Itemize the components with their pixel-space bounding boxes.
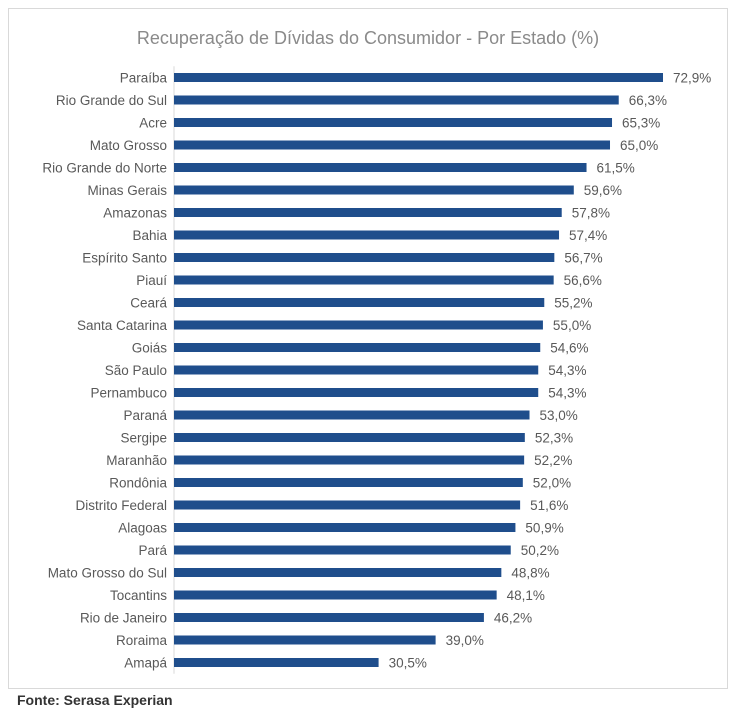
category-label: Alagoas (118, 521, 167, 536)
bar (174, 635, 436, 645)
bar (174, 275, 554, 285)
bar (174, 298, 545, 307)
data-label: 53,0% (540, 408, 578, 423)
category-label: Rio Grande do Norte (42, 161, 167, 176)
category-label: Santa Catarina (77, 318, 168, 333)
bar (174, 140, 611, 150)
data-label: 52,3% (535, 431, 573, 446)
category-label: Ceará (130, 296, 167, 311)
data-label: 66,3% (629, 93, 667, 108)
category-label: Rio de Janeiro (80, 611, 167, 626)
bar (174, 433, 525, 442)
data-label: 54,6% (550, 341, 588, 356)
data-label: 52,0% (533, 476, 571, 491)
data-label: 50,9% (525, 521, 563, 536)
data-label: 51,6% (530, 498, 568, 513)
data-label: 65,3% (622, 116, 660, 131)
bar (174, 95, 619, 105)
category-label: Sergipe (120, 431, 167, 446)
bar (174, 500, 521, 510)
source-note: Fonte: Serasa Experian (17, 692, 173, 708)
bar (174, 523, 516, 532)
chart-frame: Recuperação de Dívidas do Consumidor - P… (8, 8, 728, 689)
bar (174, 208, 562, 217)
category-label: Amazonas (103, 206, 167, 221)
category-label: Distrito Federal (75, 498, 167, 513)
data-label: 57,4% (569, 228, 607, 243)
bar (174, 388, 539, 397)
bar (174, 613, 484, 622)
category-label: Minas Gerais (87, 183, 167, 198)
bar-chart: Paraíba 72,9% Rio Grande do Sul 66,3% Acre 65… (42, 66, 711, 674)
category-label: Tocantins (110, 588, 167, 603)
bar (174, 343, 541, 352)
data-label: 46,2% (494, 611, 532, 626)
bar (174, 478, 523, 487)
chart-title: Recuperação de Dívidas do Consumidor - P… (136, 28, 600, 48)
data-label: 56,7% (564, 251, 602, 266)
category-label: Mato Grosso (90, 138, 167, 153)
category-label: Bahia (132, 228, 167, 243)
data-label: 72,9% (673, 71, 711, 86)
category-label: Goiás (132, 341, 168, 356)
category-label: Espírito Santo (82, 251, 167, 266)
data-label: 48,8% (511, 566, 549, 581)
data-label: 59,6% (584, 183, 622, 198)
category-label: Amapá (124, 656, 167, 671)
bar (174, 253, 555, 262)
bar (174, 545, 511, 555)
data-label: 61,5% (597, 161, 635, 176)
category-label: Rio Grande do Sul (56, 93, 167, 108)
category-label: Roraima (116, 633, 168, 648)
category-label: Paraná (123, 408, 167, 423)
bar (174, 230, 560, 240)
data-label: 48,1% (507, 588, 545, 603)
bar (174, 365, 539, 375)
bar (174, 320, 543, 330)
bar (174, 410, 530, 420)
bar (174, 73, 663, 82)
category-label: Rondônia (109, 476, 167, 491)
category-label: Pernambuco (90, 386, 167, 401)
bar (174, 163, 587, 172)
bar (174, 590, 497, 600)
category-label: Acre (139, 116, 167, 131)
data-label: 56,6% (564, 273, 602, 288)
category-label: Paraíba (120, 71, 168, 86)
data-label: 30,5% (389, 656, 427, 671)
data-label: 54,3% (548, 386, 586, 401)
data-label: 52,2% (534, 453, 572, 468)
data-label: 39,0% (446, 633, 484, 648)
data-label: 55,2% (554, 296, 592, 311)
data-label: 54,3% (548, 363, 586, 378)
data-label: 57,8% (572, 206, 610, 221)
category-label: Piauí (136, 273, 167, 288)
bar (174, 118, 613, 127)
data-label: 65,0% (620, 138, 658, 153)
category-label: Mato Grosso do Sul (48, 566, 167, 581)
data-label: 55,0% (553, 318, 591, 333)
data-label: 50,2% (521, 543, 559, 558)
category-label: São Paulo (105, 363, 167, 378)
bar (174, 658, 379, 667)
category-label: Maranhão (106, 453, 167, 468)
bar (174, 185, 574, 195)
bar (174, 455, 525, 465)
category-label: Pará (138, 543, 167, 558)
bar (174, 568, 502, 577)
